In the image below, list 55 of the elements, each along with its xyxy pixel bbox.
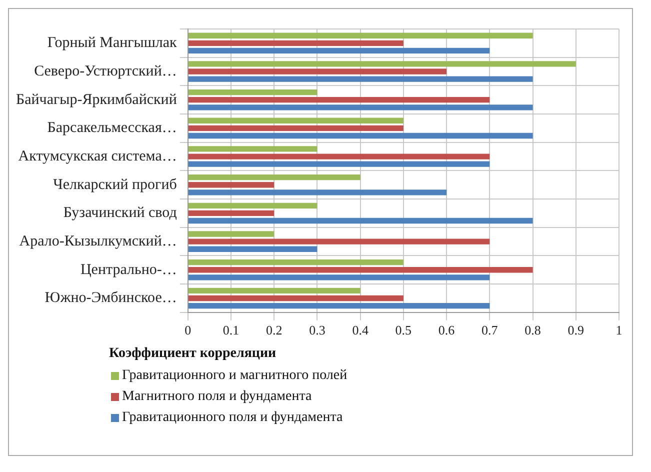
x-tick-label: 0.7 [482,322,498,338]
bar [188,302,490,309]
legend-label: Магнитного поля и фундамента [122,388,312,406]
bar [188,76,533,82]
bar [188,104,533,110]
bar [188,68,447,74]
x-tick-label: 0.4 [352,322,369,338]
y-tick-label: Северо-Устюртский… [34,63,177,80]
x-tick-label: 0 [184,322,192,338]
x-tick-label: 0.6 [438,322,456,338]
legend-title: Коэффициент корреляции [109,346,278,362]
bar [188,89,318,96]
bar [188,174,360,180]
bar [188,260,404,266]
bar [188,190,447,196]
y-tick-label: Южно-Эмбинское… [44,290,177,306]
bar [188,61,576,67]
bar [188,218,533,224]
bar [188,238,490,244]
x-tick-label: 0.9 [568,322,584,338]
bar [188,210,274,216]
y-tick-label: Горный Мангышлак [47,35,178,52]
y-tick-label: Актумсукская система… [18,148,177,164]
bar [188,97,490,103]
bar [188,288,360,294]
x-tick-label: 0.1 [222,322,240,338]
y-tick-label: Барсакельмесская… [47,120,177,136]
legend-label: Гравитационного и магнитного полей [122,367,348,385]
legend-label: Гравитационного поля и фундамента [122,409,343,427]
y-tick-label: Арало-Кызылкумский… [19,233,177,250]
bar [188,154,490,160]
bar [188,161,490,167]
bar [188,32,533,38]
y-tick-label: Байчагыр-Яркимбайский [16,92,177,108]
bar [188,48,490,54]
bar [188,40,404,46]
bar [188,182,274,188]
bar [188,146,318,152]
bar [188,267,533,273]
bar [188,118,404,124]
x-tick-label: 0.3 [309,322,326,338]
bar [188,295,404,302]
bar [188,132,533,139]
bar [188,274,490,280]
bar [188,231,274,237]
bar [188,202,318,208]
x-tick-label: 0.5 [395,322,412,338]
y-tick-label: Центрально-… [80,262,177,278]
y-tick-label: Бузачинский свод [63,205,178,222]
bar [188,246,318,252]
y-tick-label: Челкарский прогиб [53,176,178,193]
x-tick-label: 0.2 [266,322,282,338]
x-tick-label: 0.8 [524,322,541,338]
x-tick-label: 1 [616,322,622,338]
bar [188,125,404,132]
